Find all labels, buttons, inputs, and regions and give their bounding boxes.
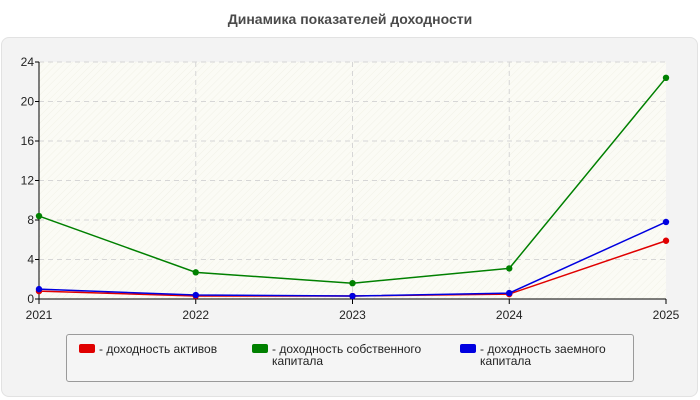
legend-item-assets[interactable]: - доходность активов bbox=[79, 343, 217, 355]
x-tick-label: 2024 bbox=[496, 308, 523, 322]
chart-title: Динамика показателей доходности bbox=[227, 11, 473, 27]
x-tick-label: 2021 bbox=[26, 308, 53, 322]
legend-item-debt[interactable]: - доходность заемного капитала bbox=[460, 343, 606, 367]
x-tick-label: 2025 bbox=[653, 308, 680, 322]
grid-lines bbox=[39, 61, 666, 299]
data-point[interactable] bbox=[192, 291, 199, 299]
y-tick-label: 20 bbox=[21, 95, 35, 109]
legend-label-assets: - доходность активов bbox=[99, 342, 218, 356]
y-tick-label: 0 bbox=[27, 292, 34, 306]
y-tick-label: 8 bbox=[27, 213, 34, 227]
x-tick-label: 2023 bbox=[339, 308, 366, 322]
data-point[interactable] bbox=[349, 280, 356, 287]
data-point[interactable] bbox=[506, 265, 513, 272]
y-tick-label: 16 bbox=[21, 134, 35, 148]
legend-label-equity: - доходность собственного капитала bbox=[272, 342, 422, 368]
legend-swatch-debt bbox=[460, 344, 476, 353]
data-point[interactable] bbox=[192, 269, 199, 276]
legend: - доходность активов - доходность собств… bbox=[66, 334, 634, 382]
y-tick-label: 12 bbox=[21, 174, 35, 188]
series-lines bbox=[35, 74, 670, 300]
y-tick-label: 24 bbox=[21, 55, 35, 69]
data-point[interactable] bbox=[506, 289, 513, 297]
data-point[interactable] bbox=[662, 218, 670, 226]
legend-label-debt: - доходность заемного капитала bbox=[480, 342, 606, 368]
y-tick-label: 4 bbox=[27, 253, 34, 267]
data-point[interactable] bbox=[35, 212, 43, 220]
data-point[interactable] bbox=[662, 237, 670, 244]
data-point[interactable] bbox=[35, 285, 43, 293]
x-tick-label: 2022 bbox=[182, 308, 209, 322]
data-point[interactable] bbox=[662, 74, 670, 82]
legend-swatch-assets bbox=[79, 344, 95, 353]
legend-item-equity[interactable]: - доходность собственного капитала bbox=[252, 343, 421, 367]
data-point[interactable] bbox=[349, 292, 356, 300]
legend-swatch-equity bbox=[252, 344, 268, 353]
